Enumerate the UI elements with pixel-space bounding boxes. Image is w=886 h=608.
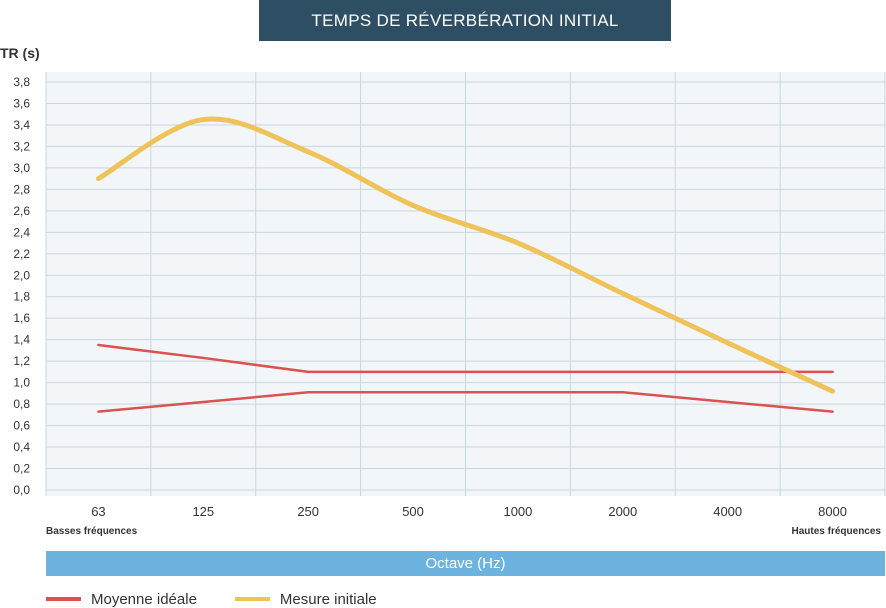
y-tick-label: 3,8: [13, 75, 30, 89]
y-tick-label: 3,4: [13, 118, 30, 132]
y-tick-label: 0,6: [13, 419, 30, 433]
x-note-right: Hautes fréquences: [792, 526, 882, 537]
x-tick-label: 250: [297, 504, 319, 519]
series-ideal-lower: [97, 391, 834, 413]
x-note-left: Basses fréquences: [46, 526, 138, 537]
x-tick-label: 63: [91, 504, 105, 519]
legend-label-ideal: Moyenne idéale: [91, 590, 197, 608]
y-tick-label: 1,4: [13, 333, 30, 347]
legend-item-measure: Mesure initiale: [234, 590, 377, 608]
y-tick-label: 1,0: [13, 376, 30, 390]
series-measure-initiale: [95, 116, 836, 394]
chart-title: TEMPS DE RÉVERBÉRATION INITIAL: [259, 0, 671, 41]
y-tick-label: 2,0: [13, 268, 30, 282]
y-tick-label: 1,8: [13, 290, 30, 304]
y-tick-label: 0,2: [13, 462, 30, 476]
y-tick-label: 3,6: [13, 96, 30, 110]
legend-item-ideal: Moyenne idéale: [46, 591, 197, 608]
y-tick-label: 1,2: [13, 354, 30, 368]
x-tick-label: 125: [192, 504, 214, 519]
legend-swatch-measure: [234, 597, 270, 601]
legend-swatch-ideal: [46, 597, 81, 601]
y-tick-label: 0,0: [13, 483, 30, 497]
y-tick-label: 1,6: [13, 311, 30, 325]
x-axis-label: Octave (Hz): [46, 551, 885, 576]
y-tick-label: 2,4: [13, 225, 30, 239]
x-tick-label: 2000: [608, 504, 637, 519]
x-tick-label: 1000: [503, 504, 532, 519]
y-tick-label: 2,2: [13, 247, 30, 261]
y-tick-label: 3,0: [13, 161, 30, 175]
series-ideal-upper: [97, 343, 834, 374]
x-tick-label: 500: [402, 504, 424, 519]
y-axis-label: TR (s): [0, 45, 40, 61]
y-tick-label: 2,6: [13, 204, 30, 218]
legend-label-measure: Mesure initiale: [279, 590, 377, 608]
y-tick-label: 0,8: [13, 397, 30, 411]
x-tick-label: 4000: [713, 504, 742, 519]
y-tick-label: 3,2: [13, 139, 30, 153]
y-tick-label: 2,8: [13, 182, 30, 196]
y-tick-label: 0,4: [13, 440, 30, 454]
legend: Moyenne idéale Mesure initiale: [46, 590, 415, 608]
x-tick-label: 8000: [818, 504, 847, 519]
